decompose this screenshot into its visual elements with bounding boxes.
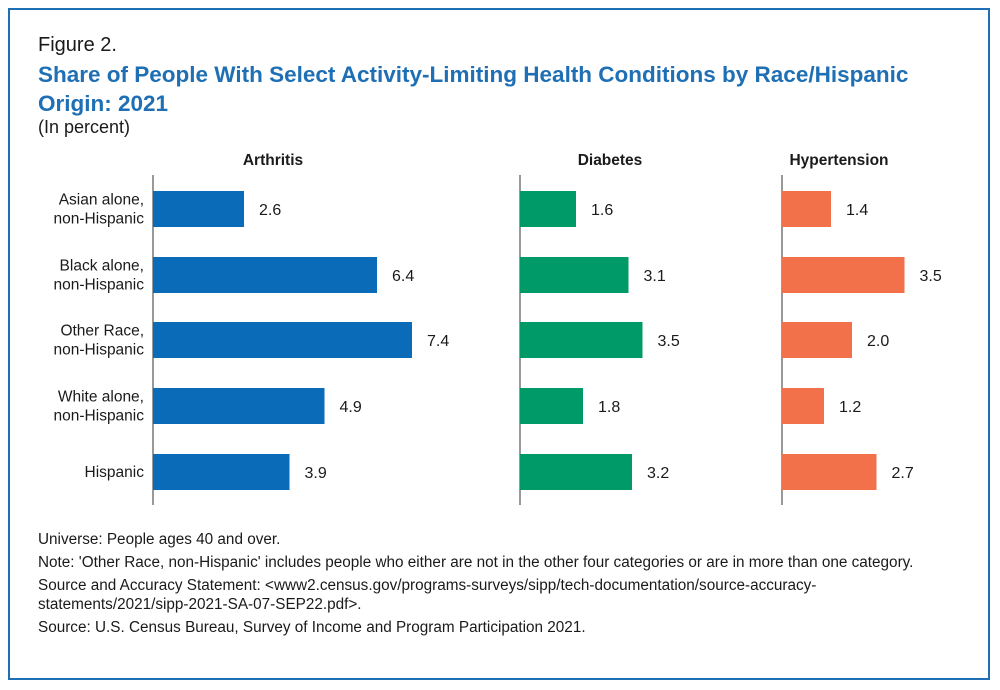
chart-footer: Universe: People ages 40 and over. Note:… [38,530,948,641]
source-note: Source: U.S. Census Bureau, Survey of In… [38,619,586,636]
other-race-note: Note: 'Other Race, non-Hispanic' include… [38,554,914,571]
diabetes-value-label: 1.8 [598,399,620,416]
hypertension-bar [782,454,877,490]
hypertension-value-label: 2.0 [867,333,889,350]
diabetes-bar [520,388,583,424]
hypertension-bar [782,388,824,424]
panel-header-diabetes: Diabetes [578,152,643,169]
diabetes-value-label: 3.2 [647,465,669,482]
category-label: White alone, non-Hispanic [54,389,145,425]
hypertension-bar [782,191,831,227]
hypertension-bar [782,257,905,293]
diabetes-bar [520,454,632,490]
chart-subtitle: (In percent) [38,117,131,137]
hypertension-value-label: 1.4 [846,202,868,219]
diabetes-bar [520,322,643,358]
category-label: Black alone, non-Hispanic [54,258,145,294]
hypertension-value-label: 1.2 [839,399,861,416]
hypertension-value-label: 3.5 [920,268,942,285]
category-label: Asian alone, non-Hispanic [54,192,145,228]
panel-header-hypertension: Hypertension [789,152,888,169]
category-label: Hispanic [85,464,145,481]
category-label: Other Race, non-Hispanic [54,323,145,359]
universe-note: Universe: People ages 40 and over. [38,531,281,548]
figure-label: Figure 2. [38,34,117,56]
arthritis-bar [153,322,412,358]
panel-header-arthritis: Arthritis [243,152,303,169]
hypertension-bar [782,322,852,358]
diabetes-value-label: 3.5 [658,333,680,350]
source-accuracy-statement: Source and Accuracy Statement: <www2.cen… [38,577,817,613]
arthritis-value-label: 3.9 [305,465,327,482]
arthritis-value-label: 7.4 [427,333,449,350]
arthritis-bar [153,388,325,424]
diabetes-value-label: 1.6 [591,202,613,219]
arthritis-bar [153,257,377,293]
hypertension-value-label: 2.7 [892,465,914,482]
diabetes-bar [520,257,629,293]
chart-title: Share of People With Select Activity-Lim… [38,62,909,116]
arthritis-value-label: 2.6 [259,202,281,219]
arthritis-bar [153,191,244,227]
diabetes-bar [520,191,576,227]
arthritis-value-label: 6.4 [392,268,414,285]
arthritis-bar [153,454,290,490]
diabetes-value-label: 3.1 [644,268,666,285]
arthritis-value-label: 4.9 [340,399,362,416]
